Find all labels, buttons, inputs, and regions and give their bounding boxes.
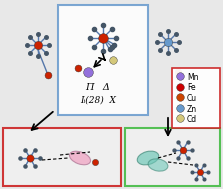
Text: Cd: Cd (187, 115, 197, 124)
FancyBboxPatch shape (125, 128, 220, 186)
Text: Π   Δ: Π Δ (85, 83, 110, 92)
FancyBboxPatch shape (3, 128, 121, 186)
FancyBboxPatch shape (172, 68, 220, 128)
Text: Mn: Mn (187, 73, 198, 82)
Ellipse shape (148, 159, 168, 171)
Ellipse shape (137, 151, 159, 165)
FancyBboxPatch shape (58, 5, 148, 115)
Text: Fe: Fe (187, 84, 196, 92)
Text: Cu: Cu (187, 94, 197, 103)
Text: Iᵢ(28)  X: Iᵢ(28) X (80, 96, 116, 105)
Ellipse shape (69, 151, 91, 165)
Text: Zn: Zn (187, 105, 197, 114)
